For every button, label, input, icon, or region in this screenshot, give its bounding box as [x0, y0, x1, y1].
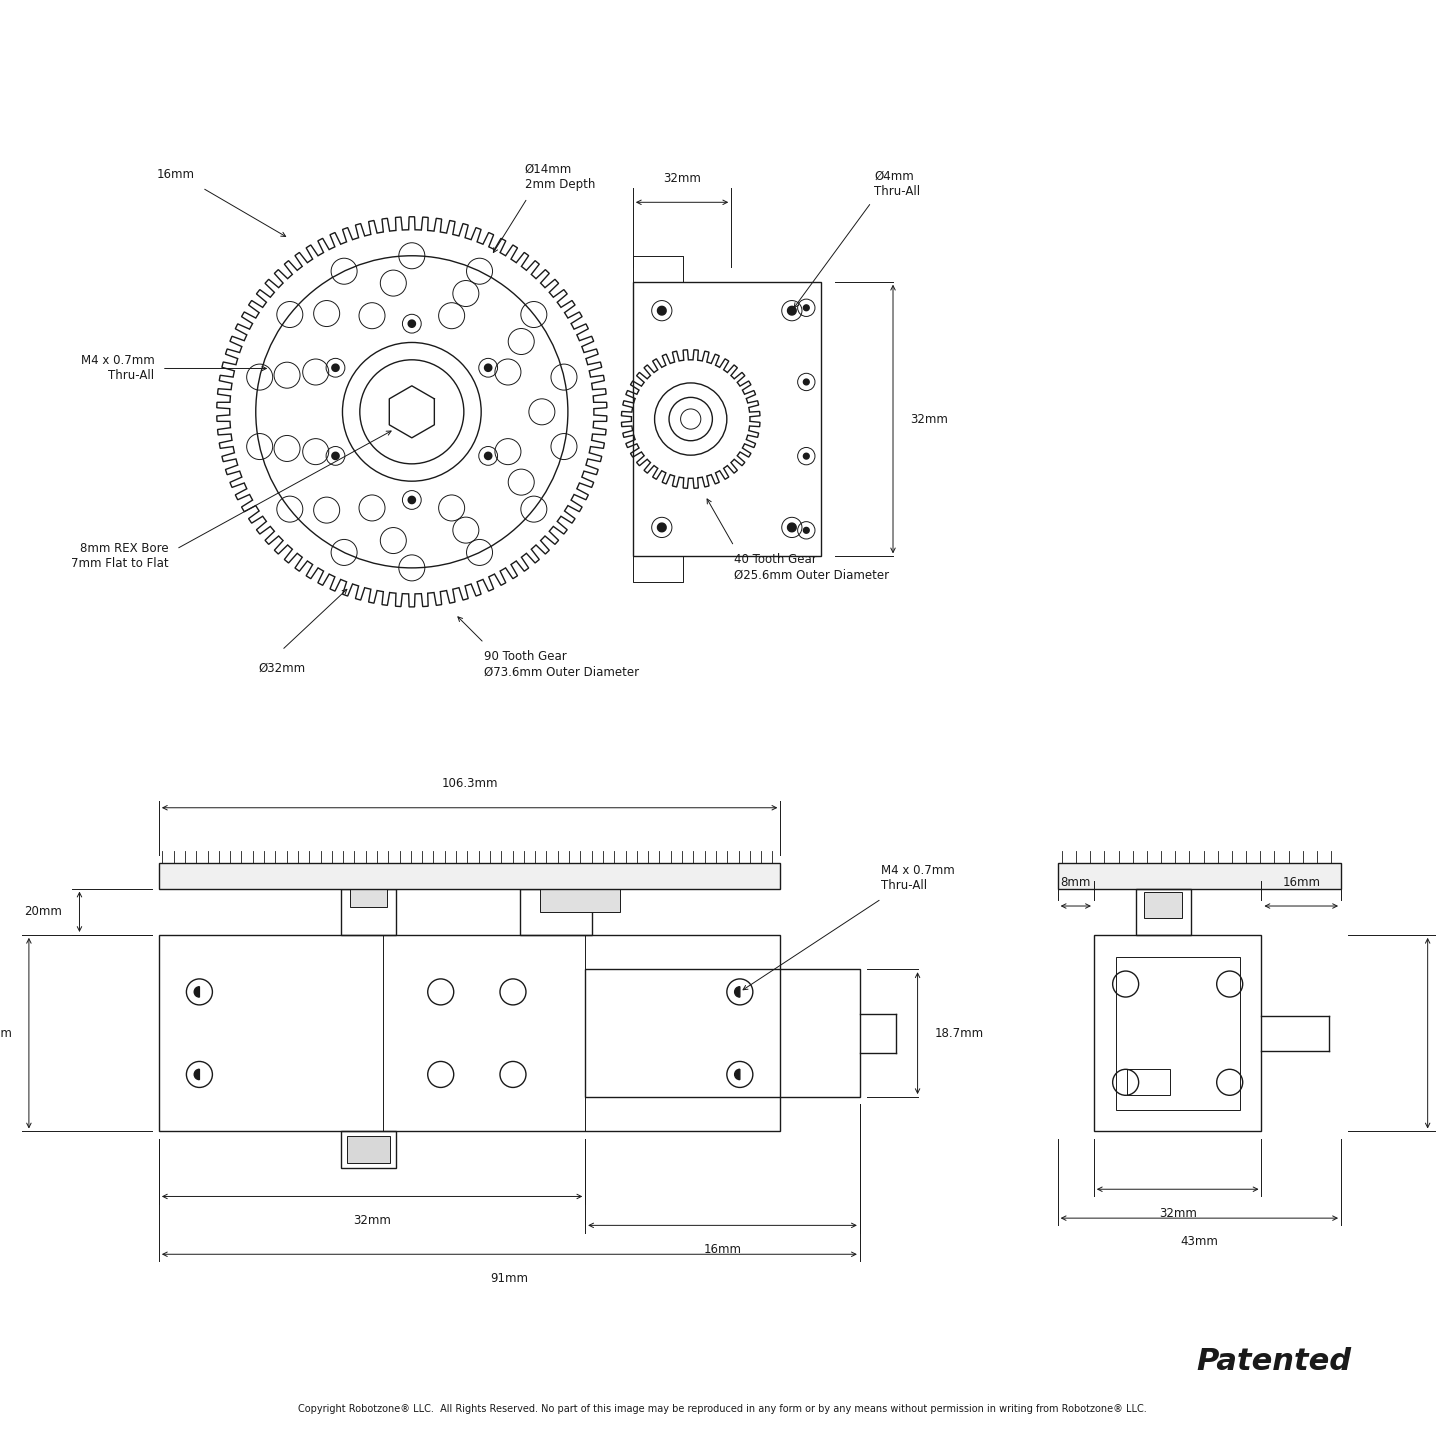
- Bar: [347, 1136, 390, 1163]
- Bar: [341, 1131, 396, 1168]
- Bar: [1116, 957, 1240, 1110]
- Bar: [1094, 935, 1261, 1131]
- Bar: [540, 889, 620, 912]
- Wedge shape: [484, 364, 493, 373]
- Wedge shape: [803, 379, 809, 384]
- Text: 90 Tooth Gear
Ø73.6mm Outer Diameter: 90 Tooth Gear Ø73.6mm Outer Diameter: [484, 650, 639, 678]
- Text: 20mm: 20mm: [25, 906, 62, 918]
- Text: M4 x 0.7mm
Thru-All: M4 x 0.7mm Thru-All: [881, 864, 955, 892]
- Wedge shape: [788, 306, 796, 315]
- Bar: [1144, 892, 1182, 918]
- Bar: [159, 935, 780, 1131]
- Bar: [350, 889, 387, 907]
- Text: 32mm: 32mm: [663, 172, 701, 185]
- Text: Patented: Patented: [1196, 1347, 1351, 1376]
- Text: 8mm REX Bore
7mm Flat to Flat: 8mm REX Bore 7mm Flat to Flat: [71, 542, 169, 571]
- Text: 91mm: 91mm: [490, 1272, 529, 1285]
- Wedge shape: [803, 305, 809, 311]
- Wedge shape: [734, 1069, 740, 1079]
- Text: M4 x 0.7mm
Thru-All: M4 x 0.7mm Thru-All: [81, 354, 155, 383]
- Text: 40 Tooth Gear
Ø25.6mm Outer Diameter: 40 Tooth Gear Ø25.6mm Outer Diameter: [734, 553, 889, 581]
- Wedge shape: [484, 452, 493, 461]
- Bar: [1136, 889, 1191, 935]
- Bar: [1058, 863, 1341, 889]
- Text: 106.3mm: 106.3mm: [441, 777, 499, 790]
- Wedge shape: [194, 987, 199, 997]
- Bar: [633, 282, 821, 556]
- Text: 32mm: 32mm: [910, 413, 948, 425]
- Text: 8mm: 8mm: [1061, 876, 1091, 889]
- Wedge shape: [803, 527, 809, 533]
- Bar: [520, 889, 592, 935]
- Text: 32mm: 32mm: [1159, 1207, 1196, 1220]
- Wedge shape: [734, 987, 740, 997]
- Text: 16mm: 16mm: [704, 1243, 741, 1256]
- Wedge shape: [407, 319, 416, 328]
- Wedge shape: [331, 364, 340, 373]
- Text: Ø4mm
Thru-All: Ø4mm Thru-All: [874, 171, 920, 198]
- Wedge shape: [657, 306, 666, 315]
- Text: Copyright Robotzone® LLC.  All Rights Reserved. No part of this image may be rep: Copyright Robotzone® LLC. All Rights Res…: [298, 1405, 1147, 1413]
- Wedge shape: [194, 1069, 199, 1079]
- Wedge shape: [788, 523, 796, 532]
- Bar: [1127, 1069, 1170, 1095]
- Wedge shape: [407, 496, 416, 504]
- Wedge shape: [803, 454, 809, 460]
- Wedge shape: [331, 451, 340, 460]
- Bar: [585, 970, 860, 1097]
- Text: 36mm: 36mm: [0, 1027, 12, 1039]
- Text: Ø14mm
2mm Depth: Ø14mm 2mm Depth: [525, 163, 595, 191]
- Bar: [159, 863, 780, 889]
- Text: 16mm: 16mm: [158, 168, 195, 181]
- Text: Ø32mm: Ø32mm: [259, 662, 305, 675]
- Bar: [341, 889, 396, 935]
- Text: 16mm: 16mm: [1282, 876, 1321, 889]
- Text: 18.7mm: 18.7mm: [935, 1027, 984, 1039]
- Wedge shape: [657, 523, 666, 532]
- Text: 32mm: 32mm: [353, 1214, 392, 1227]
- Text: 43mm: 43mm: [1181, 1235, 1218, 1248]
